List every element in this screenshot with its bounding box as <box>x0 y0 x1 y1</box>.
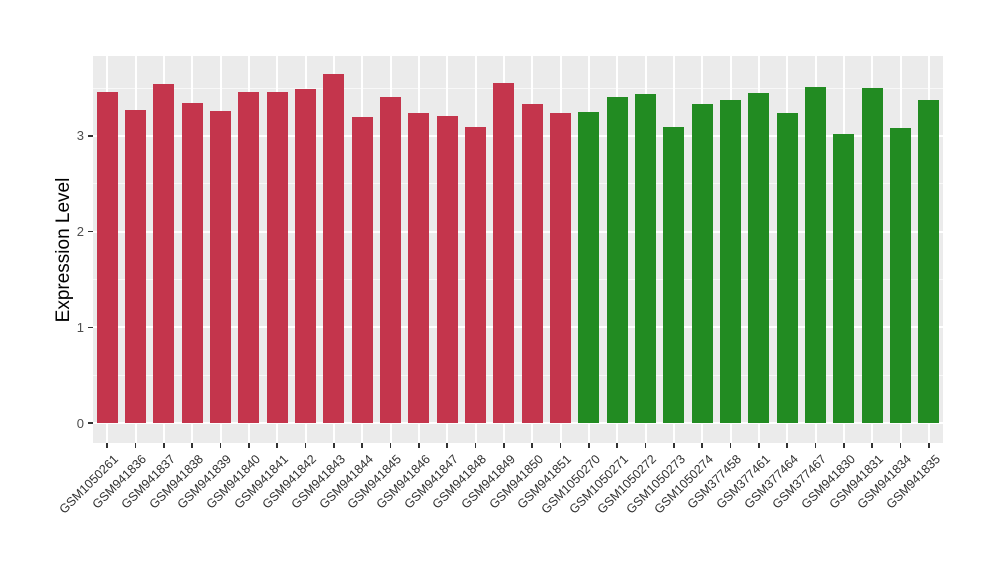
x-axis-tick <box>219 443 222 448</box>
x-axis-tick <box>843 443 845 448</box>
x-axis-tick <box>163 443 165 448</box>
bar-GSM377458 <box>720 99 741 423</box>
bar-GSM1050270 <box>578 111 600 423</box>
x-axis-tick <box>758 443 760 448</box>
x-axis-tick <box>304 443 307 448</box>
x-axis-tick <box>531 443 533 448</box>
y-axis-tick-label: 1 <box>76 319 84 335</box>
x-axis-tick <box>899 443 902 448</box>
bar-GSM941850 <box>521 104 543 423</box>
bar-GSM941842 <box>295 89 316 423</box>
y-axis-tick-label: 3 <box>76 128 84 144</box>
x-axis-tick <box>928 443 930 448</box>
bar-GSM941845 <box>380 96 401 423</box>
x-axis-tick <box>786 443 788 448</box>
bar-GSM377464 <box>776 112 798 423</box>
bar-GSM941849 <box>493 83 515 423</box>
x-axis-tick <box>361 443 363 448</box>
x-axis-tick <box>191 443 193 448</box>
x-axis-tick <box>559 443 562 448</box>
x-axis-tick <box>474 443 477 448</box>
gridline-minor <box>93 278 943 280</box>
bar-GSM941843 <box>323 73 345 423</box>
plot-panel <box>93 56 943 443</box>
x-axis-tick <box>673 443 675 448</box>
y-axis-tick-label: 2 <box>76 224 84 240</box>
bar-GSM941835 <box>918 99 940 423</box>
y-axis-tick <box>88 422 93 424</box>
x-axis-tick <box>616 443 618 448</box>
gridline-major <box>93 326 943 329</box>
x-axis-tick <box>106 443 108 448</box>
gridline-major <box>93 422 943 424</box>
bar-GSM1050273 <box>663 127 685 423</box>
x-axis-tick <box>503 443 505 448</box>
x-axis-tick <box>701 443 703 448</box>
gridline-major <box>93 230 943 233</box>
x-axis-tick <box>871 443 873 448</box>
bar-GSM941851 <box>550 112 571 423</box>
y-axis-tick <box>88 135 93 137</box>
x-axis-tick <box>418 443 420 448</box>
gridline-minor <box>93 374 943 376</box>
x-axis-tick <box>814 443 817 448</box>
bar-GSM941839 <box>210 111 231 423</box>
x-axis-tick <box>389 443 392 448</box>
bar-GSM1050271 <box>606 96 628 423</box>
gridline-major <box>93 134 943 137</box>
y-axis-tick <box>88 326 93 329</box>
bar-GSM1050272 <box>635 93 656 423</box>
x-axis-tick <box>134 443 137 448</box>
bar-GSM941836 <box>125 110 146 423</box>
y-axis-tick-label: 0 <box>76 415 84 431</box>
bar-GSM941831 <box>861 88 883 423</box>
bar-GSM941844 <box>351 116 373 423</box>
x-axis-tick <box>276 443 278 448</box>
x-axis-tick <box>588 443 590 448</box>
bar-GSM941834 <box>890 128 911 423</box>
y-axis-tick <box>88 230 93 233</box>
x-axis-tick <box>248 443 250 448</box>
bar-GSM1050261 <box>96 91 118 423</box>
bar-GSM941847 <box>436 115 458 423</box>
bar-GSM941837 <box>153 84 175 423</box>
bar-GSM941841 <box>266 91 288 423</box>
x-axis-tick <box>446 443 448 448</box>
y-axis-title: Expression Level <box>53 177 74 323</box>
bar-GSM377467 <box>805 87 826 423</box>
bar-GSM1050274 <box>691 104 713 423</box>
bar-GSM377461 <box>748 92 770 423</box>
bar-GSM941846 <box>408 112 430 423</box>
bar-GSM941830 <box>833 134 855 423</box>
gridline-minor <box>93 183 943 185</box>
gridline-minor <box>93 87 943 89</box>
x-axis-tick <box>644 443 647 448</box>
bar-GSM941840 <box>238 91 260 423</box>
bar-GSM941838 <box>181 103 203 423</box>
x-axis-tick <box>333 443 335 448</box>
x-axis-tick <box>729 443 732 448</box>
bar-GSM941848 <box>465 127 486 423</box>
